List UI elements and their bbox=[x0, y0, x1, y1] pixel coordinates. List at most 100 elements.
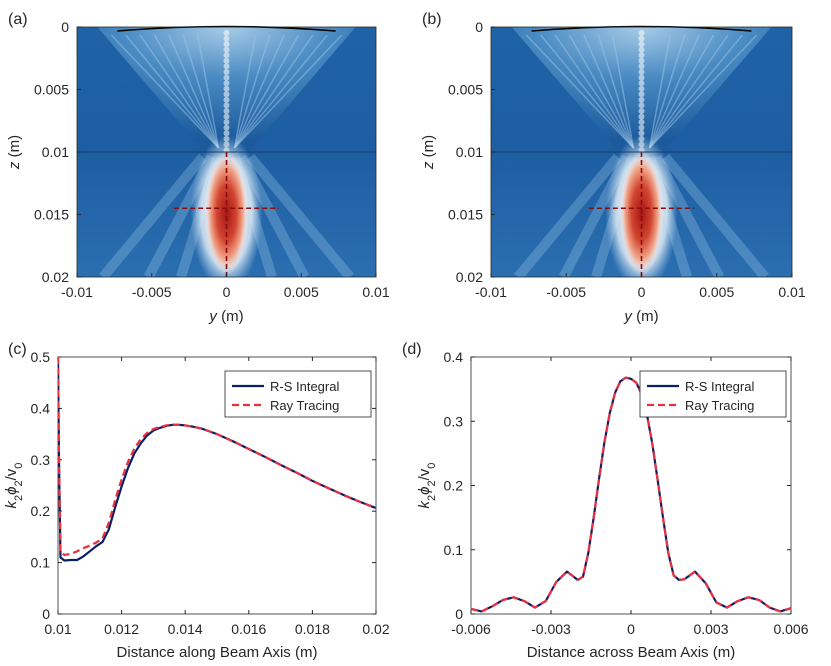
axial-speckle bbox=[223, 80, 230, 87]
fan-ray bbox=[648, 34, 700, 149]
y-axis-unit: (m) bbox=[6, 135, 23, 162]
y-axis-var: z bbox=[420, 161, 437, 170]
y-tick-label: 0.005 bbox=[34, 82, 69, 98]
y-tick-label: 0 bbox=[42, 606, 50, 622]
x-tick-label: -0.005 bbox=[546, 284, 586, 300]
fan-ray bbox=[168, 34, 220, 149]
x-tick-label: -0.006 bbox=[451, 621, 491, 637]
axial-speckle bbox=[223, 63, 230, 70]
legend-entry: Ray Tracing bbox=[270, 398, 339, 413]
axial-speckle bbox=[638, 96, 645, 103]
legend-entry: R-S Integral bbox=[685, 379, 754, 394]
y-tick-label: 0.2 bbox=[444, 478, 464, 494]
series-group bbox=[471, 376, 791, 613]
fan-ray bbox=[583, 34, 635, 149]
fan-ray bbox=[110, 34, 220, 149]
axial-speckle bbox=[223, 124, 230, 131]
scatter-lobe bbox=[246, 153, 354, 277]
y-label-part: 2 bbox=[426, 495, 438, 501]
y-label-part: 2 bbox=[13, 495, 25, 501]
fan-ray bbox=[233, 34, 257, 149]
axial-speckle bbox=[638, 69, 645, 75]
scatter-lobe bbox=[661, 153, 769, 277]
fan-ray bbox=[233, 34, 271, 149]
panel-b: (b) 0 0.005 0.01 0.015 0.02-0.01 -0.005 0 0.005 0… bbox=[420, 11, 806, 325]
axial-speckle bbox=[223, 30, 230, 36]
axial-speckle bbox=[223, 91, 230, 98]
axial-speckle bbox=[223, 41, 230, 48]
y-axis-label: k2ϕ2/v0 bbox=[3, 463, 25, 509]
axial-speckle bbox=[223, 52, 230, 59]
y-label-part: ϕ bbox=[3, 486, 20, 494]
axial-speckle bbox=[223, 46, 230, 53]
x-tick-label: 0.005 bbox=[699, 284, 734, 300]
axial-speckle bbox=[638, 63, 645, 70]
x-tick-label: 0.018 bbox=[295, 621, 330, 637]
axial-speckle bbox=[638, 41, 645, 48]
y-axis-unit: (m) bbox=[420, 135, 437, 162]
x-tick-label: 0.005 bbox=[284, 284, 319, 300]
fan-ray bbox=[233, 34, 343, 149]
panel-label: (d) bbox=[402, 341, 422, 358]
axial-speckle bbox=[638, 102, 645, 109]
y-tick-label: 0.01 bbox=[456, 144, 483, 160]
series-line-ray-tracing bbox=[58, 357, 376, 557]
y-tick-label: 0 bbox=[455, 606, 463, 622]
x-axis-unit: (m) bbox=[632, 308, 659, 325]
panel-label: (b) bbox=[422, 11, 442, 28]
y-label-part: ϕ bbox=[416, 486, 433, 494]
y-tick-label: 0.3 bbox=[31, 452, 51, 468]
x-tick-label: 0.003 bbox=[693, 621, 728, 637]
y-tick-label: 0.2 bbox=[31, 503, 51, 519]
legend-entry: Ray Tracing bbox=[685, 398, 754, 413]
x-tick-label: -0.01 bbox=[61, 284, 93, 300]
fan-ray bbox=[233, 34, 328, 149]
axial-speckle bbox=[223, 113, 230, 120]
x-tick-label: 0.012 bbox=[104, 621, 139, 637]
y-tick-label: 0.005 bbox=[448, 82, 483, 98]
legend-box bbox=[224, 370, 372, 418]
x-tick-label: 0.01 bbox=[44, 621, 71, 637]
y-tick-label: 0 bbox=[475, 19, 483, 35]
y-label-part: /v bbox=[3, 468, 20, 480]
axial-speckle bbox=[223, 69, 230, 75]
axial-speckle bbox=[223, 102, 230, 109]
axial-speckle bbox=[223, 119, 230, 126]
x-tick-label: 0 bbox=[638, 284, 646, 300]
y-axis-label: z (m) bbox=[6, 135, 23, 170]
y-axis-var: z bbox=[6, 161, 23, 170]
axial-speckle bbox=[223, 35, 230, 42]
panel-a: (a) 0 0.005 0.01 0.015 0.02-0.01 -0.005 0 0.005 0… bbox=[6, 11, 390, 325]
y-tick-label: 0 bbox=[61, 19, 69, 35]
legend: R-S Integral Ray Tracing bbox=[639, 370, 787, 418]
y-tick-label: 0.02 bbox=[42, 269, 69, 285]
y-label-part: 0 bbox=[13, 463, 25, 469]
fan-ray bbox=[139, 34, 220, 149]
axial-speckle bbox=[638, 30, 645, 36]
x-axis-var: y bbox=[623, 308, 633, 325]
y-tick-label: 0.01 bbox=[42, 144, 69, 160]
legend-entry: R-S Integral bbox=[270, 379, 339, 394]
scatter-lobe bbox=[99, 153, 207, 277]
fan-ray bbox=[648, 34, 729, 149]
x-tick-label: 0.006 bbox=[773, 621, 808, 637]
axial-speckle bbox=[223, 96, 230, 103]
x-axis-label: Distance along Beam Axis (m) bbox=[117, 644, 318, 661]
axial-speckle bbox=[638, 35, 645, 42]
axial-speckle bbox=[638, 46, 645, 53]
fan-ray bbox=[597, 34, 635, 149]
axial-speckle bbox=[638, 91, 645, 98]
axial-speckle bbox=[638, 85, 645, 92]
axial-speckle bbox=[638, 124, 645, 131]
fan-ray bbox=[182, 34, 220, 149]
y-label-part: k bbox=[416, 499, 433, 508]
y-axis-label: z (m) bbox=[420, 135, 437, 170]
fan-ray bbox=[648, 34, 715, 149]
y-label-part: 2 bbox=[426, 480, 438, 486]
fan-ray bbox=[233, 34, 285, 149]
y-tick-label: 0.4 bbox=[444, 349, 464, 365]
panel-label: (c) bbox=[8, 341, 27, 358]
fan-ray bbox=[196, 34, 220, 149]
fan-ray bbox=[568, 34, 635, 149]
legend-box bbox=[639, 370, 787, 418]
